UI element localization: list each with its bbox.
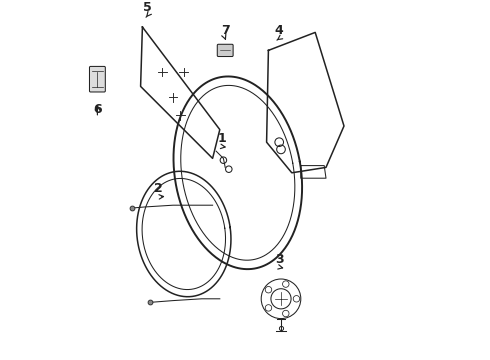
Text: 7: 7 xyxy=(221,24,230,37)
FancyBboxPatch shape xyxy=(90,66,105,92)
Text: 5: 5 xyxy=(144,1,152,14)
Text: 4: 4 xyxy=(275,24,284,37)
Text: 2: 2 xyxy=(154,183,163,195)
Text: 1: 1 xyxy=(217,132,226,145)
Text: 3: 3 xyxy=(275,253,284,266)
FancyBboxPatch shape xyxy=(217,44,233,57)
Text: 6: 6 xyxy=(93,103,102,116)
